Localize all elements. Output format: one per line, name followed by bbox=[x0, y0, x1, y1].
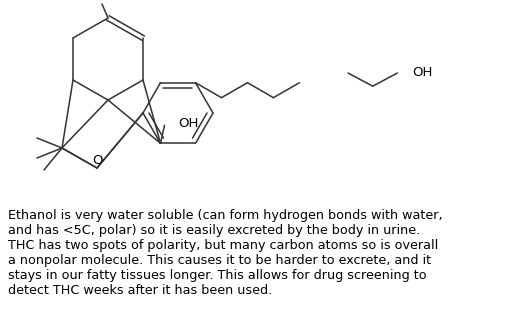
Text: OH: OH bbox=[412, 67, 433, 80]
Text: OH: OH bbox=[179, 117, 199, 130]
Text: Ethanol is very water soluble (can form hydrogen bonds with water,
and has <5C, : Ethanol is very water soluble (can form … bbox=[8, 209, 443, 297]
Text: O: O bbox=[93, 153, 103, 166]
